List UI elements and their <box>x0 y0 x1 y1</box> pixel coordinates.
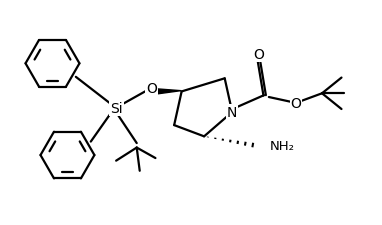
Text: O: O <box>290 96 301 110</box>
Polygon shape <box>156 89 181 94</box>
Text: N: N <box>227 106 237 119</box>
Text: NH₂: NH₂ <box>270 140 295 153</box>
Text: O: O <box>146 81 157 95</box>
Text: Si: Si <box>110 102 123 116</box>
Text: O: O <box>253 48 264 62</box>
